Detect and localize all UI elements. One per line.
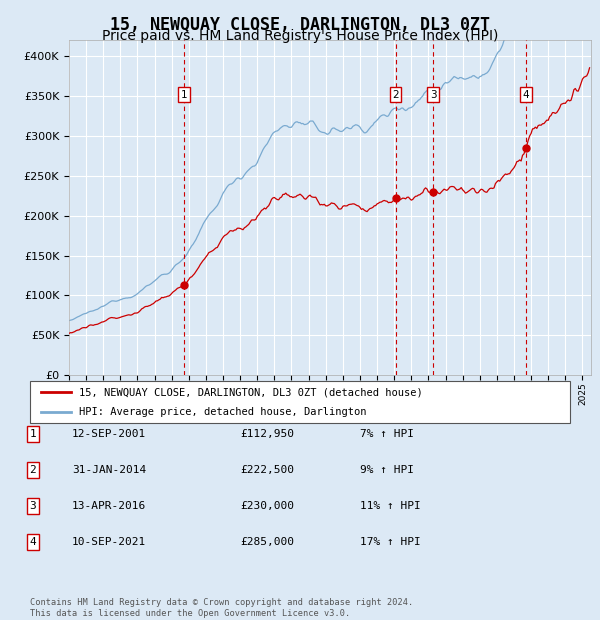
Text: 7% ↑ HPI: 7% ↑ HPI [360,429,414,439]
Text: 9% ↑ HPI: 9% ↑ HPI [360,465,414,475]
Text: 1: 1 [29,429,37,439]
Text: 12-SEP-2001: 12-SEP-2001 [72,429,146,439]
Text: 17% ↑ HPI: 17% ↑ HPI [360,537,421,547]
Text: 2: 2 [29,465,37,475]
Text: 2: 2 [392,89,399,99]
Text: 11% ↑ HPI: 11% ↑ HPI [360,501,421,511]
Text: 4: 4 [29,537,37,547]
Text: 15, NEWQUAY CLOSE, DARLINGTON, DL3 0ZT (detached house): 15, NEWQUAY CLOSE, DARLINGTON, DL3 0ZT (… [79,388,422,397]
Text: 3: 3 [29,501,37,511]
Text: £112,950: £112,950 [240,429,294,439]
Text: £285,000: £285,000 [240,537,294,547]
Text: Price paid vs. HM Land Registry's House Price Index (HPI): Price paid vs. HM Land Registry's House … [102,29,498,43]
Text: 1: 1 [181,89,187,99]
Text: 3: 3 [430,89,437,99]
Text: HPI: Average price, detached house, Darlington: HPI: Average price, detached house, Darl… [79,407,366,417]
Text: 10-SEP-2021: 10-SEP-2021 [72,537,146,547]
Text: 31-JAN-2014: 31-JAN-2014 [72,465,146,475]
Text: 4: 4 [523,89,529,99]
Text: £222,500: £222,500 [240,465,294,475]
Text: 13-APR-2016: 13-APR-2016 [72,501,146,511]
Text: £230,000: £230,000 [240,501,294,511]
Text: 15, NEWQUAY CLOSE, DARLINGTON, DL3 0ZT: 15, NEWQUAY CLOSE, DARLINGTON, DL3 0ZT [110,16,490,33]
Text: Contains HM Land Registry data © Crown copyright and database right 2024.
This d: Contains HM Land Registry data © Crown c… [30,598,413,618]
